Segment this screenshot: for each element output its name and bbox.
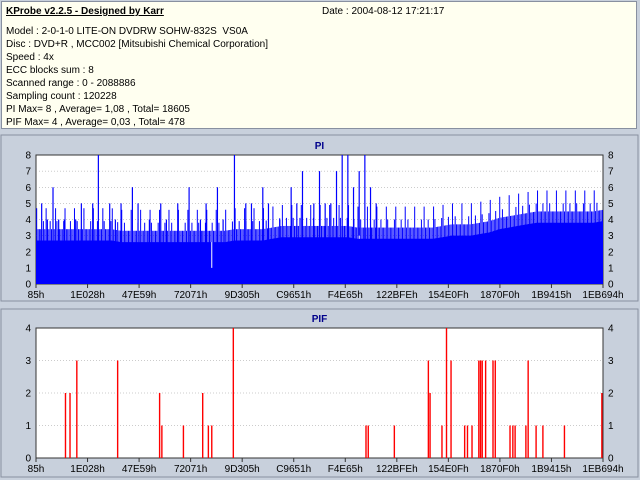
y-tick-label-left: 0 <box>25 280 31 291</box>
disc-info-panel: KProbe v2.2.5 - Designed by Karr Date : … <box>1 1 637 129</box>
y-tick-label-left: 8 <box>25 151 31 162</box>
y-tick-label-left: 3 <box>25 231 31 242</box>
info-disc: Disc : DVD+R , MCC002 [Mitsubishi Chemic… <box>6 39 269 50</box>
x-tick-label: C9651h <box>276 290 311 301</box>
x-tick-label: C9651h <box>276 464 311 475</box>
y-tick-label-right: 8 <box>608 151 614 162</box>
info-pif-summary: PIF Max= 4 , Average= 0,03 , Total= 478 <box>6 117 185 128</box>
info-scanned-range: Scanned range : 0 - 2088886 <box>6 78 136 89</box>
info-speed: Speed : 4x <box>6 52 54 63</box>
chart-title: PI <box>315 141 325 152</box>
pif-chart: 0 0 1 1 2 2 3 3 4 4 85h 1E028h 47E59h 72071h 9D305h C96… <box>0 308 639 478</box>
y-tick-label-right: 4 <box>608 324 614 335</box>
y-tick-label-right: 3 <box>608 356 614 367</box>
y-tick-label-right: 0 <box>608 280 614 291</box>
y-tick-label-right: 2 <box>608 389 614 400</box>
x-tick-label: F4E65h <box>328 464 363 475</box>
x-tick-label: 122BFEh <box>376 464 418 475</box>
info-sampling-count: Sampling count : 120228 <box>6 91 117 102</box>
y-tick-label-left: 0 <box>25 454 31 465</box>
x-tick-label: 1B9415h <box>531 464 571 475</box>
plot-area <box>35 327 604 459</box>
info-ecc-blocks: ECC blocks sum : 8 <box>6 65 94 76</box>
y-tick-label-left: 6 <box>25 183 31 194</box>
x-tick-label: 154E0Fh <box>428 464 469 475</box>
x-tick-label: 1E028h <box>70 290 104 301</box>
x-tick-label: 1E028h <box>70 464 104 475</box>
y-tick-label-left: 1 <box>25 421 31 432</box>
x-tick-label: 85h <box>28 464 45 475</box>
y-tick-label-right: 3 <box>608 231 614 242</box>
x-tick-label: 1870F0h <box>480 290 519 301</box>
y-tick-label-left: 2 <box>25 247 31 258</box>
x-tick-label: 47E59h <box>122 464 156 475</box>
y-tick-label-left: 7 <box>25 167 31 178</box>
pi-chart: 0 0 1 1 2 2 3 3 4 4 5 5 6 6 7 7 8 8 85h 1E028h 47E59h 72071h 9… <box>0 134 639 302</box>
x-tick-label: 9D305h <box>225 290 260 301</box>
info-pi-summary: PI Max= 8 , Average= 1,08 , Total= 18605 <box>6 104 190 115</box>
x-tick-label: 72071h <box>174 290 207 301</box>
y-tick-label-right: 6 <box>608 183 614 194</box>
y-tick-label-left: 4 <box>25 324 31 335</box>
x-tick-label: 1B9415h <box>531 290 571 301</box>
app-title: KProbe v2.2.5 - Designed by Karr <box>6 6 164 17</box>
x-tick-label: 9D305h <box>225 464 260 475</box>
scan-charts: 0 0 1 1 2 2 3 3 4 4 5 5 6 6 7 7 8 8 85h 1E028h 47E59h 72071h 9… <box>0 134 639 478</box>
chart-title: PIF <box>312 314 328 325</box>
x-tick-label: 122BFEh <box>376 290 418 301</box>
y-tick-label-right: 4 <box>608 215 614 226</box>
x-tick-label: 1EB694h <box>582 464 623 475</box>
y-tick-label-right: 5 <box>608 199 614 210</box>
x-tick-label: 1870F0h <box>480 464 519 475</box>
y-tick-label-right: 7 <box>608 167 614 178</box>
x-tick-label: 47E59h <box>122 290 156 301</box>
y-tick-label-right: 1 <box>608 263 614 274</box>
y-tick-label-right: 2 <box>608 247 614 258</box>
y-tick-label-left: 5 <box>25 199 31 210</box>
y-tick-label-left: 4 <box>25 215 31 226</box>
scan-date: Date : 2004-08-12 17:21:17 <box>322 6 445 17</box>
y-tick-label-left: 2 <box>25 389 31 400</box>
info-model: Model : 2-0-1-0 LITE-ON DVDRW SOHW-832S … <box>6 26 248 37</box>
y-tick-label-right: 1 <box>608 421 614 432</box>
y-tick-label-left: 1 <box>25 263 31 274</box>
x-tick-label: 154E0Fh <box>428 290 469 301</box>
x-tick-label: 1EB694h <box>582 290 623 301</box>
y-tick-label-right: 0 <box>608 454 614 465</box>
x-tick-label: F4E65h <box>328 290 363 301</box>
x-tick-label: 72071h <box>174 464 207 475</box>
y-tick-label-left: 3 <box>25 356 31 367</box>
x-tick-label: 85h <box>28 290 45 301</box>
